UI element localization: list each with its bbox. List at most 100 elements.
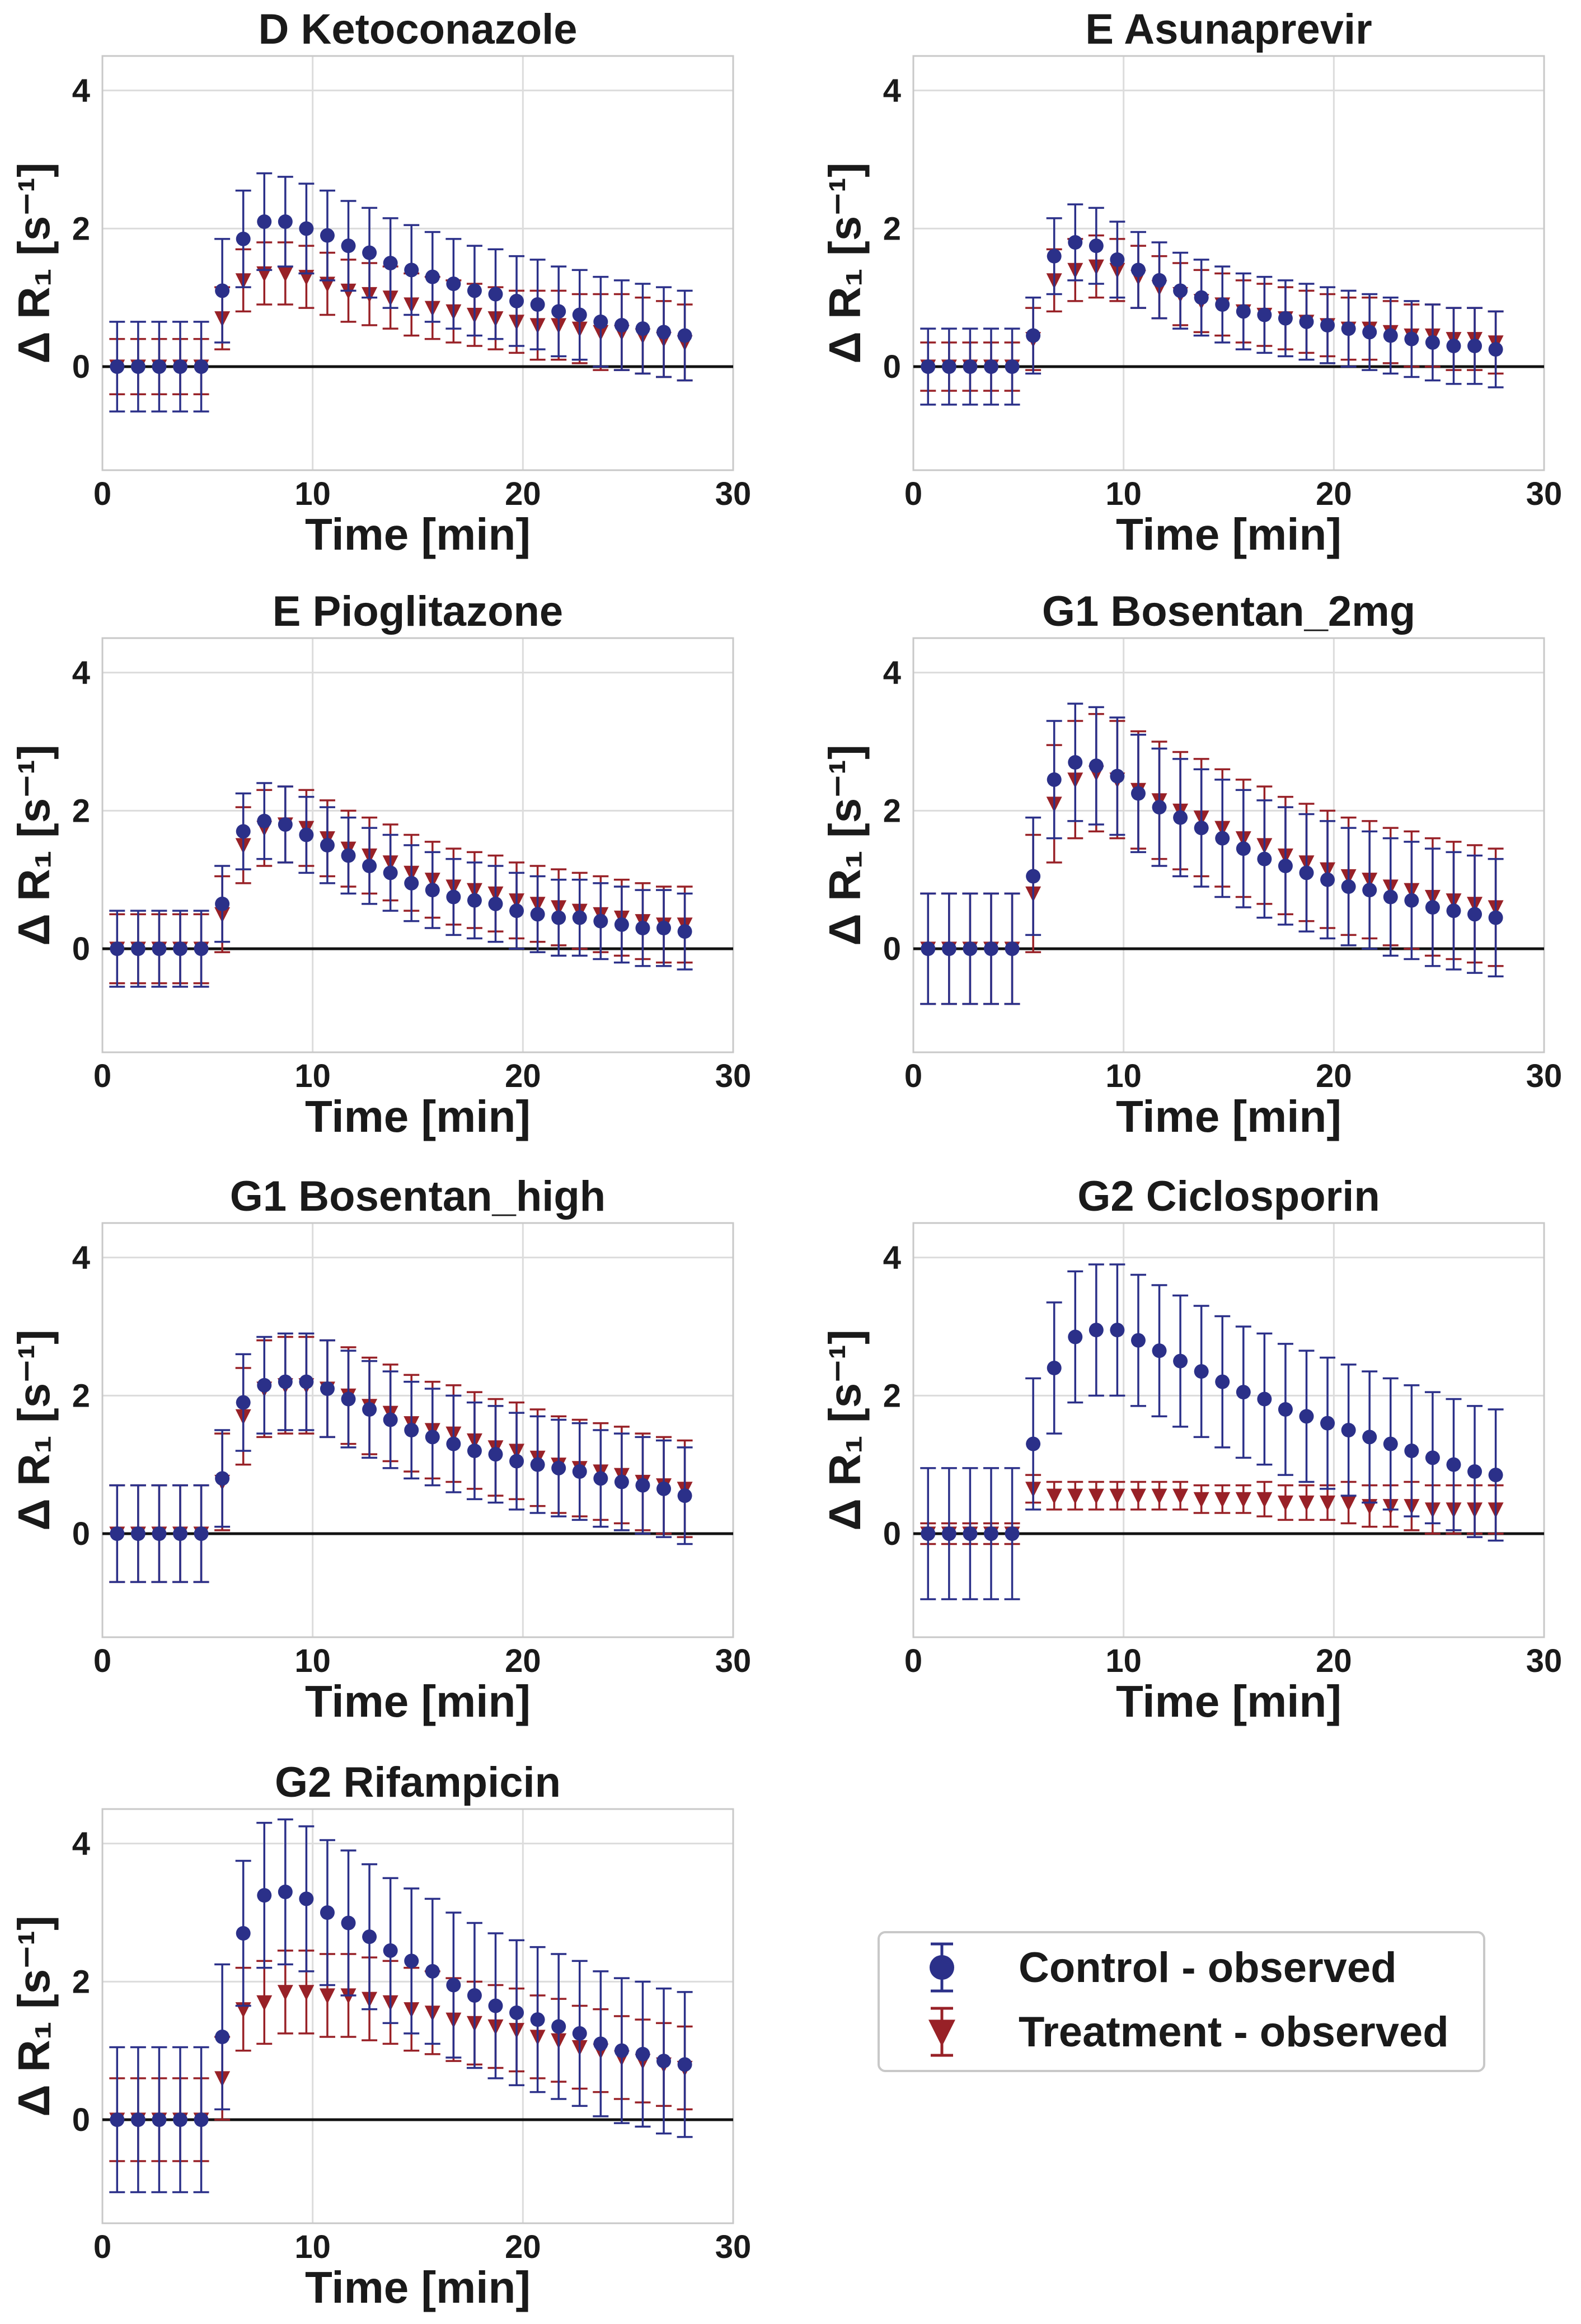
data-point-treatment (1046, 1488, 1062, 1505)
x-tick-label: 0 (93, 476, 111, 512)
x-tick-label: 0 (904, 1643, 922, 1679)
data-point-control (635, 1478, 650, 1493)
data-point-control (1299, 865, 1314, 880)
data-point-control (1278, 1402, 1293, 1417)
data-point-control (572, 1464, 587, 1479)
y-axis-label: Δ R₁ [s⁻¹] (9, 162, 59, 363)
x-tick-label: 20 (1316, 1643, 1352, 1679)
data-point-control (172, 941, 187, 956)
data-point-control (236, 231, 251, 246)
data-point-control (1173, 810, 1188, 825)
panel-title: G1 Bosentan_2mg (1042, 588, 1415, 635)
data-point-control (488, 896, 503, 911)
plot-frame (101, 55, 734, 471)
data-point-control (1215, 1374, 1230, 1389)
data-point-control (130, 1526, 146, 1541)
x-tick-label: 30 (715, 2229, 752, 2265)
data-point-control (509, 903, 524, 919)
data-point-control (572, 910, 587, 925)
y-tick-label: 4 (72, 655, 90, 691)
series-treatment-observed (920, 713, 1504, 1005)
data-point-control (215, 283, 230, 298)
data-point-control (1341, 879, 1356, 894)
data-point-control (1488, 1468, 1503, 1483)
data-point-treatment (256, 1995, 273, 2011)
data-point-control (1299, 1409, 1314, 1424)
x-tick-label: 0 (93, 2229, 111, 2265)
data-point-control (1194, 821, 1209, 836)
panel-g1-bosentan-2mg: G1 Bosentan_2mg 0 10 20 30 0 2 4 Time [min] Δ R₁ … (820, 588, 1562, 1141)
data-point-control (1320, 318, 1335, 332)
data-point-treatment (298, 1985, 315, 2001)
data-point-control (1005, 359, 1020, 374)
data-point-control (130, 2112, 146, 2127)
data-point-control (963, 359, 978, 374)
data-point-control (446, 1436, 461, 1451)
y-tick-label: 2 (72, 793, 90, 829)
data-point-control (299, 827, 314, 842)
y-tick-label: 2 (72, 210, 90, 247)
data-point-control (593, 314, 608, 329)
data-point-control (383, 865, 398, 880)
y-axis-label: Δ R₁ [s⁻¹] (9, 1329, 59, 1530)
data-point-control (362, 1402, 377, 1417)
data-point-control (278, 1885, 293, 1899)
data-point-control (320, 228, 335, 243)
x-axis-label: Time [min] (305, 1676, 531, 1726)
data-point-control (320, 1381, 335, 1396)
x-tick-label: 10 (1105, 1058, 1142, 1094)
data-point-control (551, 2019, 566, 2034)
data-point-control (446, 1978, 461, 1993)
data-point-control (1425, 335, 1440, 350)
data-point-control (1173, 1353, 1188, 1369)
data-point-treatment (1320, 1495, 1336, 1511)
data-point-control (1026, 869, 1041, 884)
data-point-control (1215, 297, 1230, 312)
x-tick-label: 10 (1105, 1643, 1142, 1679)
data-point-control (404, 1953, 419, 1969)
data-point-control (362, 245, 377, 260)
data-point-control (983, 941, 998, 956)
panel-g2-ciclosporin: G2 Ciclosporin 0 10 20 30 0 2 4 Time [min] Δ R₁ [… (820, 1173, 1562, 1726)
y-tick-label: 0 (883, 931, 901, 967)
data-point-control (921, 359, 936, 374)
y-tick-label: 4 (883, 73, 901, 109)
series-control-observed (920, 1263, 1504, 1600)
data-point-control (921, 941, 936, 956)
x-axis-label: Time [min] (1116, 1676, 1341, 1726)
series-treatment-observed (109, 1336, 693, 1583)
data-point-control (425, 269, 440, 284)
panel-title: G2 Ciclosporin (1077, 1173, 1380, 1220)
data-point-control (1110, 252, 1125, 267)
x-tick-label: 10 (294, 2229, 331, 2265)
data-point-control (1110, 1323, 1125, 1338)
data-point-control (635, 321, 650, 336)
data-point-control (172, 1526, 187, 1541)
x-tick-label: 0 (904, 1058, 922, 1094)
data-point-control (446, 277, 461, 291)
data-point-treatment (1277, 1495, 1293, 1511)
data-point-control (1278, 859, 1293, 873)
y-tick-label: 0 (72, 1516, 90, 1552)
y-axis-label: Δ R₁ [s⁻¹] (820, 1329, 870, 1530)
data-point-control (1362, 1430, 1377, 1445)
data-point-treatment (1067, 1488, 1083, 1505)
data-point-control (614, 2043, 629, 2058)
data-point-control (1488, 342, 1503, 357)
data-point-control (941, 1526, 956, 1541)
plot-frame (101, 1222, 734, 1638)
data-point-control (425, 1430, 440, 1445)
x-tick-label: 20 (505, 2229, 541, 2265)
data-point-control (1047, 772, 1062, 787)
data-point-control (110, 2112, 125, 2127)
data-point-control (467, 1988, 482, 2003)
data-point-control (1257, 1391, 1272, 1407)
data-point-control (152, 359, 167, 374)
data-point-control (1152, 1343, 1167, 1358)
data-point-control (614, 318, 629, 332)
data-point-control (593, 2036, 608, 2051)
data-point-control (257, 1888, 272, 1903)
plot-frame (912, 55, 1545, 471)
series-control-observed (109, 1818, 693, 2194)
legend-triangle-marker (928, 2020, 955, 2047)
